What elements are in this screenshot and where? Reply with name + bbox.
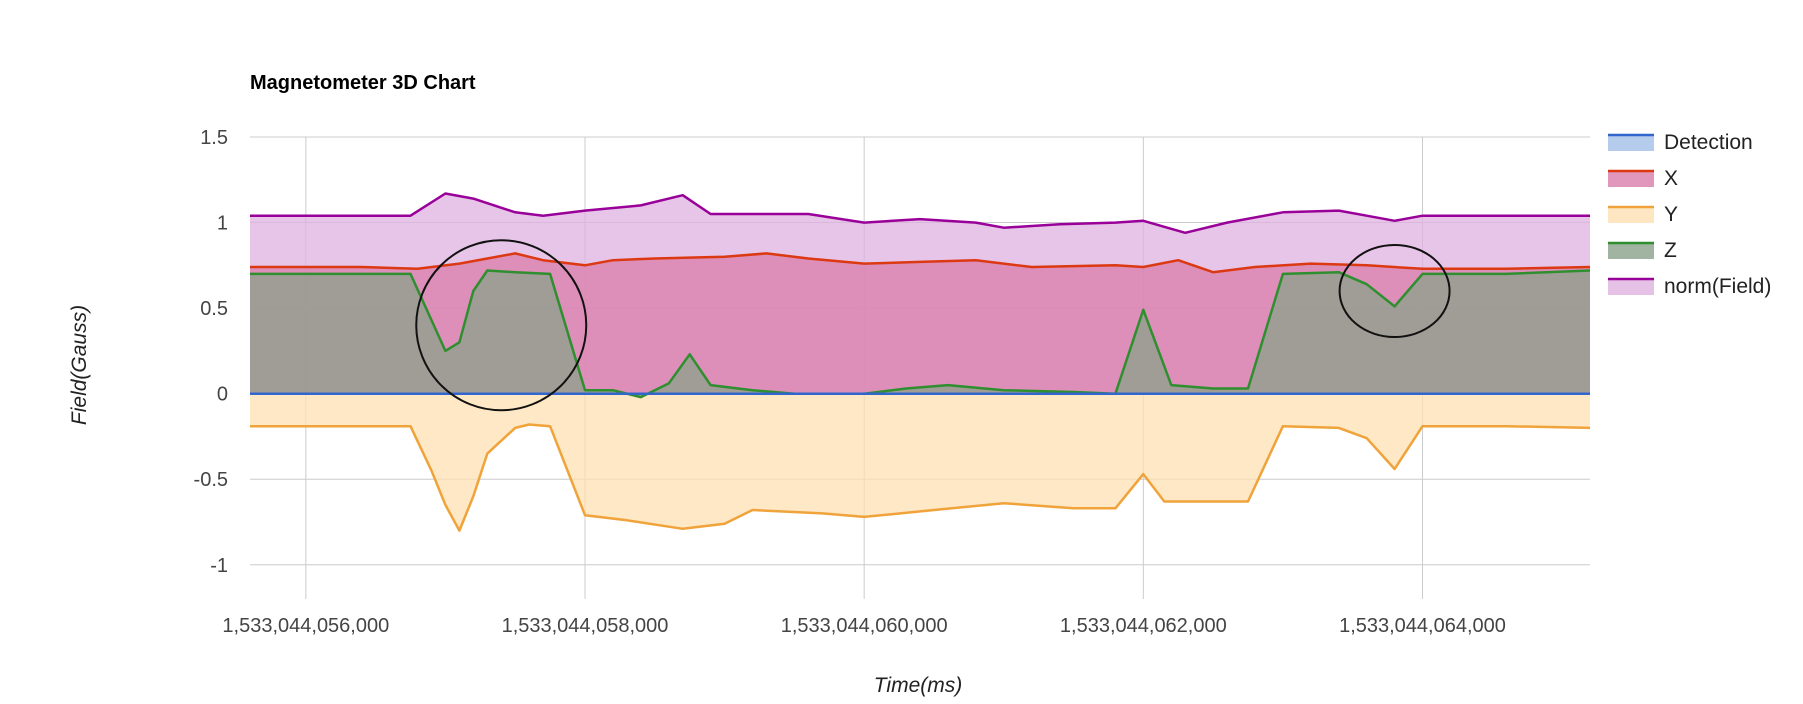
legend-label-norm-field: norm(Field) xyxy=(1664,275,1771,298)
y-tick-label: 1 xyxy=(217,213,228,235)
x-axis-title: Time(ms) xyxy=(874,674,962,697)
legend-swatch-z xyxy=(1608,243,1654,259)
annotation-circle xyxy=(415,239,588,412)
y-tick-label: 0.5 xyxy=(200,298,228,320)
series-area-z xyxy=(250,270,1590,398)
y-axis-title: Field(Gauss) xyxy=(68,305,91,425)
legend-swatch-detection xyxy=(1608,135,1654,151)
y-tick-label: 1.5 xyxy=(200,127,228,149)
y-tick-label: 0 xyxy=(217,384,228,406)
series-line-x xyxy=(250,252,1591,274)
annotation-ellipse xyxy=(1338,244,1451,338)
legend-swatch-y xyxy=(1608,207,1654,223)
series-area-y xyxy=(250,393,1590,531)
x-tick-label: 1,533,044,062,000 xyxy=(1060,615,1227,637)
legend-label-z: Z xyxy=(1664,239,1677,262)
legend-label-y: Y xyxy=(1664,203,1678,226)
legend-swatch-x xyxy=(1608,171,1654,187)
series-line-norm-field xyxy=(250,192,1590,235)
x-tick-label: 1,533,044,056,000 xyxy=(222,615,389,637)
series-areas xyxy=(250,193,1590,531)
chart-title: Magnetometer 3D Chart xyxy=(250,72,476,94)
x-tick-label: 1,533,044,058,000 xyxy=(502,615,669,637)
y-tick-label: -1 xyxy=(210,555,228,577)
series-lines xyxy=(250,192,1591,532)
legend-label-x: X xyxy=(1664,167,1678,190)
legend-swatch-norm-field xyxy=(1608,279,1654,295)
annotations xyxy=(415,239,1451,412)
y-tick-label: -0.5 xyxy=(194,469,228,491)
series-line-y xyxy=(250,423,1591,532)
x-tick-label: 1,533,044,064,000 xyxy=(1339,615,1506,637)
tick-labels: 1.5 1 0.5 0 -0.5 -1 1,533,044,056,000 1,533,044… xyxy=(194,127,1506,637)
x-tick-label: 1,533,044,060,000 xyxy=(781,615,948,637)
legend-label-detection: Detection xyxy=(1664,131,1753,154)
series-area-x xyxy=(250,253,1590,394)
